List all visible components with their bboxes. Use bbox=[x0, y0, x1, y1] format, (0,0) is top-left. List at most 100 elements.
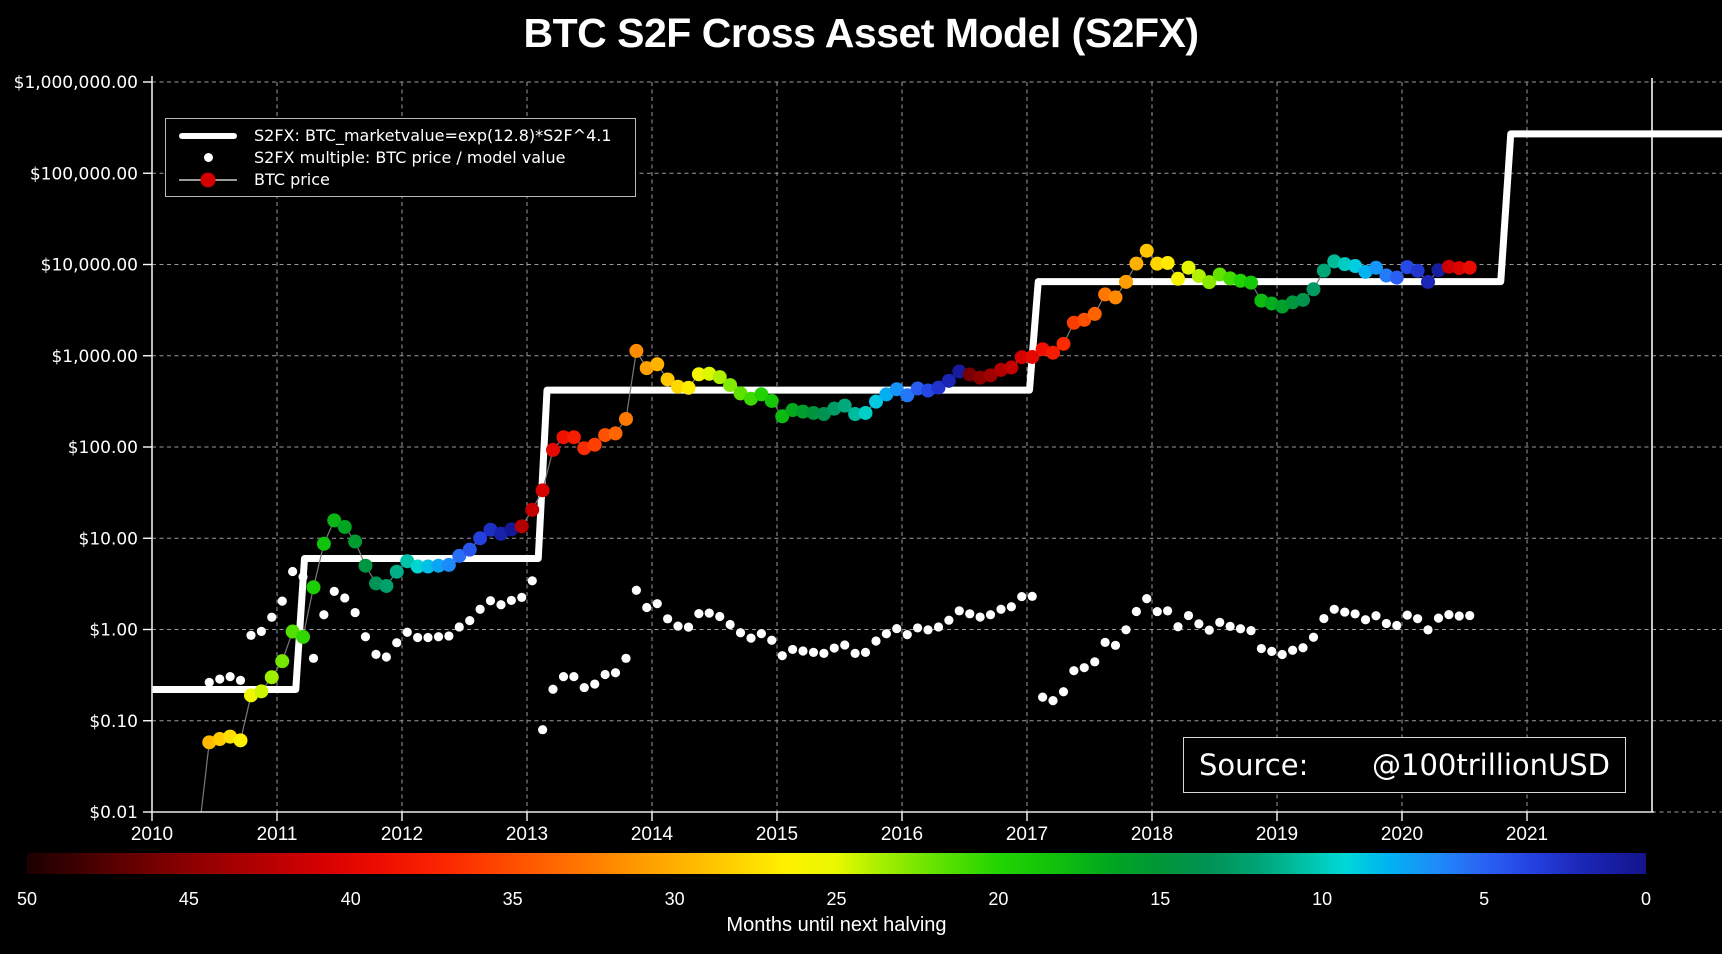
s2fx-multiple-dot bbox=[360, 632, 371, 642]
btc-price-dot bbox=[712, 370, 727, 385]
btc-price-dot bbox=[702, 366, 717, 381]
btc-price-dot bbox=[629, 343, 644, 358]
s2fx-model-line bbox=[152, 130, 1722, 694]
btc-price-dot bbox=[952, 364, 967, 379]
s2fx-multiple-dot bbox=[913, 623, 923, 633]
btc-price-dot bbox=[192, 825, 206, 839]
btc-price-dot bbox=[348, 534, 363, 549]
s2fx-multiple-dot bbox=[444, 631, 454, 641]
s2fx-multiple-dot bbox=[1433, 613, 1444, 623]
btc-price-dot bbox=[816, 406, 831, 421]
btc-price-dot bbox=[1056, 336, 1071, 351]
btc-price-dot bbox=[910, 381, 925, 396]
btc-price-dot bbox=[202, 735, 217, 750]
s2fx-multiple-dot bbox=[454, 622, 464, 632]
btc-price-dot bbox=[587, 437, 602, 452]
s2fx-multiple-dot bbox=[1371, 611, 1381, 621]
btc-price-dot bbox=[764, 393, 779, 408]
s2fx-multiple-dot bbox=[933, 622, 944, 632]
s2fx-multiple-dot bbox=[485, 596, 496, 606]
s2fx-multiple-dot bbox=[496, 600, 506, 610]
s2fx-multiple-dot bbox=[944, 615, 954, 625]
x-tick-label: 2012 bbox=[381, 824, 423, 845]
btc-price-dot bbox=[619, 411, 633, 426]
s2fx-multiple-dot bbox=[1048, 696, 1058, 706]
btc-price-dot bbox=[1441, 259, 1456, 274]
btc-price-dot bbox=[650, 357, 665, 372]
s2fx-multiple-dot bbox=[1319, 613, 1329, 624]
btc-price-dot bbox=[1171, 271, 1185, 286]
btc-price-dot bbox=[254, 684, 269, 699]
btc-price-dot bbox=[671, 379, 685, 394]
s2fx-multiple-dot bbox=[319, 610, 329, 620]
s2fx-multiple-dot bbox=[256, 626, 266, 636]
s2fx-multiple-dot bbox=[371, 649, 381, 660]
btc-price-dot bbox=[1389, 270, 1404, 285]
s2fx-multiple-dot bbox=[1360, 615, 1371, 625]
s2fx-multiple-dot bbox=[652, 599, 662, 609]
x-tick-label: 2018 bbox=[1131, 824, 1173, 845]
btc-price-dot bbox=[869, 394, 883, 409]
btc-price-dot bbox=[431, 558, 446, 573]
colorbar-tick-label: 45 bbox=[179, 889, 199, 909]
y-tick-label: $0.10 bbox=[89, 712, 138, 732]
s2fx-multiple-dot bbox=[225, 672, 235, 682]
btc-price-dot bbox=[483, 522, 498, 537]
s2fx-multiple-dot bbox=[1090, 657, 1100, 667]
s2fx-multiple-dot bbox=[1038, 692, 1048, 702]
colorbar bbox=[27, 853, 1646, 874]
s2fx-multiple-dot bbox=[610, 668, 621, 678]
s2fx-multiple-dot bbox=[1413, 614, 1423, 624]
btc-price-dot bbox=[754, 387, 769, 402]
x-tick-label: 2019 bbox=[1256, 824, 1298, 845]
x-tick-label: 2011 bbox=[257, 824, 298, 845]
s2fx-multiple-dot bbox=[621, 653, 631, 663]
s2fx-multiple-dot bbox=[892, 623, 902, 634]
btc-price-dot bbox=[1025, 349, 1040, 364]
x-tick-label: 2017 bbox=[1006, 824, 1048, 845]
s2fx-multiple-dot bbox=[1069, 666, 1079, 676]
btc-price-dot bbox=[306, 580, 321, 595]
s2fx-multiple-dot bbox=[329, 586, 339, 596]
btc-price-dot bbox=[608, 426, 623, 441]
colorbar-tick-label: 5 bbox=[1479, 889, 1489, 909]
legend-item-price: BTC price bbox=[176, 169, 625, 190]
btc-price-dot bbox=[775, 409, 790, 424]
s2fx-multiple-dot bbox=[590, 679, 600, 689]
btc-price-dots bbox=[192, 243, 1477, 839]
btc-price-dot bbox=[1264, 296, 1279, 311]
legend-item-label: BTC price bbox=[254, 170, 330, 189]
btc-price-dot bbox=[1316, 263, 1331, 278]
btc-price-dot bbox=[941, 373, 956, 388]
s2fx-multiple-dot bbox=[277, 596, 287, 606]
y-tick-label: $1.00 bbox=[89, 621, 138, 641]
legend-item-multiple: S2FX multiple: BTC price / model value bbox=[176, 147, 625, 168]
btc-price-dot bbox=[796, 404, 810, 419]
s2fx-multiple-dot bbox=[704, 608, 714, 618]
s2fx-multiple-dot bbox=[1340, 607, 1350, 617]
s2fx-multiple-dot bbox=[548, 684, 558, 694]
colorbar-tick-label: 15 bbox=[1150, 889, 1170, 909]
s2fx-multiple-dot bbox=[340, 593, 350, 603]
s2fx-multiple-dot bbox=[1381, 618, 1391, 629]
s2fx-multiple-dot bbox=[788, 644, 798, 655]
legend-item-label: S2FX multiple: BTC price / model value bbox=[254, 148, 566, 167]
thick-line-icon bbox=[176, 127, 240, 145]
y-tick-label: $100.00 bbox=[68, 438, 138, 458]
btc-price-dot bbox=[1108, 290, 1123, 305]
btc-price-dot bbox=[473, 531, 488, 546]
btc-price-dot bbox=[1379, 268, 1394, 283]
page-title: BTC S2F Cross Asset Model (S2FX) bbox=[523, 10, 1199, 56]
s2fx-multiple-dot bbox=[506, 595, 516, 606]
s2fx-multiple-dot bbox=[1246, 626, 1256, 636]
s2fx-multiple-dot bbox=[1256, 643, 1266, 654]
y-tick-label: $0.01 bbox=[89, 803, 138, 823]
s2fx-multiple-dot bbox=[902, 630, 912, 640]
y-tick-label: $100,000.00 bbox=[30, 164, 138, 184]
s2fx-multiple-dot bbox=[308, 653, 319, 663]
btc-price-dot bbox=[785, 403, 800, 418]
s2fx-multiple-dot bbox=[1079, 663, 1089, 673]
s2fx-multiple-dot bbox=[1298, 643, 1308, 653]
s2fx-multiple-dot bbox=[1402, 610, 1412, 620]
s2fx-multiple-dot bbox=[1183, 610, 1194, 621]
